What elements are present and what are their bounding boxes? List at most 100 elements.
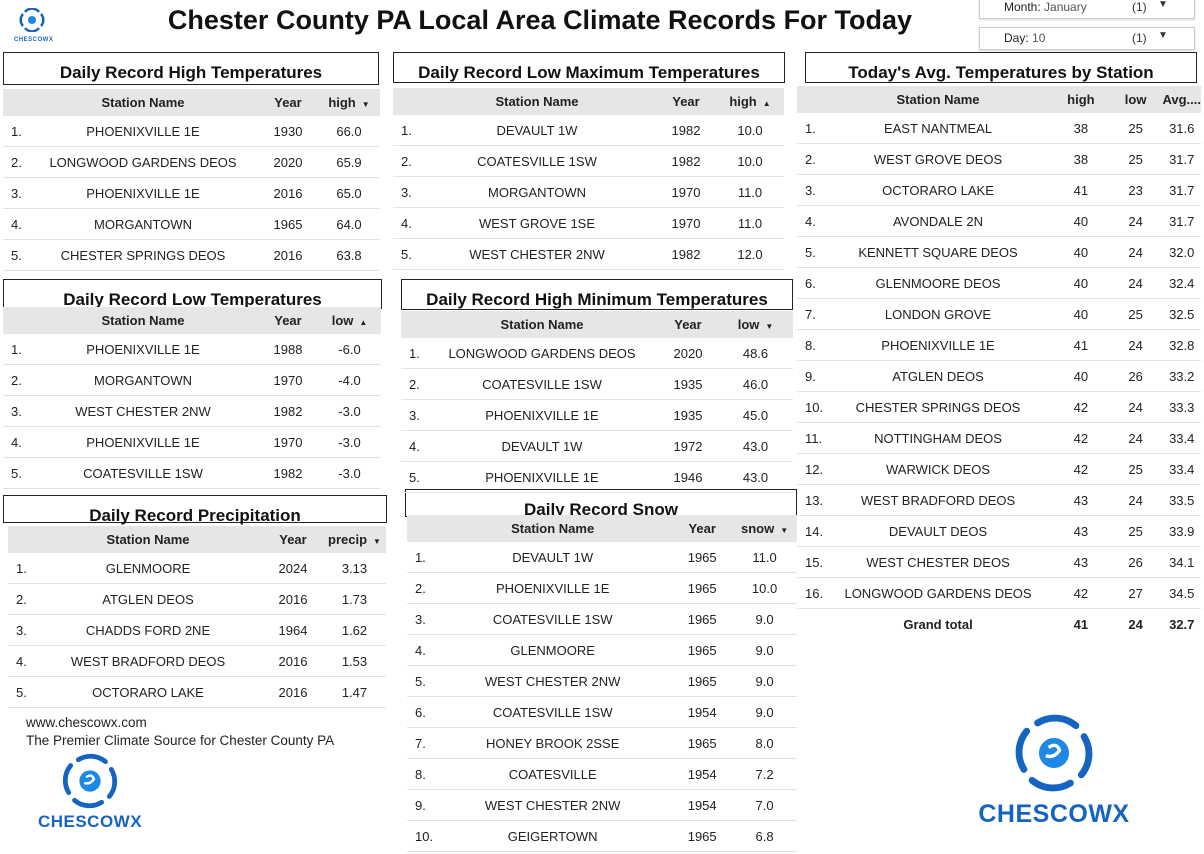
cell-high: 40 xyxy=(1052,298,1109,330)
column-header[interactable]: snow ▼ xyxy=(732,515,797,542)
cell-val: 12.0 xyxy=(716,238,784,270)
cell-val: 11.0 xyxy=(732,542,797,573)
column-header[interactable]: Station Name xyxy=(28,89,258,116)
cell-year: 2016 xyxy=(263,676,323,708)
total-avg: 32.7 xyxy=(1169,616,1195,632)
day-filter[interactable]: Day: 10 (1) ▼ xyxy=(979,27,1195,50)
high-min-table: Station Name Year low ▼ 1. LONGWOOD GARDENS D… xyxy=(401,311,793,493)
cell-val: 9.0 xyxy=(732,696,797,728)
column-header[interactable]: low ▼ xyxy=(718,311,793,338)
cell-n: 3. xyxy=(407,603,434,635)
column-header[interactable]: Station Name xyxy=(426,311,658,338)
low-temps-table: Station Name Year low ▲ 1. PHOENIXVILLE 1E 198… xyxy=(3,307,381,489)
cell-low: 24 xyxy=(1108,236,1163,268)
cell-station: COATESVILLE 1SW xyxy=(418,145,656,177)
cell-low: 26 xyxy=(1108,360,1163,392)
header-row: Station Name high low Avg.... xyxy=(797,86,1201,113)
cell-station: OCTORARO LAKE xyxy=(33,676,263,708)
cell-station: WEST CHESTER DEOS xyxy=(823,546,1053,578)
cell-station: HONEY BROOK 2SSE xyxy=(433,727,673,759)
cell-year: 2020 xyxy=(658,338,718,369)
table-row: 8. COATESVILLE 1954 7.2 xyxy=(407,758,797,790)
cell-high: 40 xyxy=(1052,205,1109,237)
cell-high: 43 xyxy=(1052,484,1109,516)
day-filter-label: Day: xyxy=(1004,31,1029,45)
cell-high: 41 xyxy=(1052,329,1109,361)
cell-year: 2016 xyxy=(263,645,323,677)
table-row: 5. WEST CHESTER 2NW 1965 9.0 xyxy=(407,665,797,697)
table-row: 8. PHOENIXVILLE 1E 41 24 32.8 xyxy=(797,329,1201,361)
table-row: 1. LONGWOOD GARDENS DEOS 2020 48.6 xyxy=(401,338,793,369)
cell-year: 2024 xyxy=(263,553,323,584)
cell-n: 5. xyxy=(3,457,28,489)
cell-high: 42 xyxy=(1052,422,1109,454)
cell-n: 5. xyxy=(393,238,418,270)
sort-desc-icon: ▼ xyxy=(361,100,370,109)
chevron-down-icon: ▼ xyxy=(1158,30,1168,41)
site-url[interactable]: www.chescowx.com xyxy=(26,715,147,730)
cyclone-icon xyxy=(62,753,118,809)
column-header[interactable]: Year xyxy=(258,89,318,116)
cyclone-icon xyxy=(1015,714,1093,792)
column-header[interactable]: Year xyxy=(672,515,733,542)
cell-station: NOTTINGHAM DEOS xyxy=(823,422,1053,454)
table-row: 5. COATESVILLE 1SW 1982 -3.0 xyxy=(3,457,381,489)
cell-low: 24 xyxy=(1108,484,1163,516)
table-row: 6. COATESVILLE 1SW 1954 9.0 xyxy=(407,696,797,728)
sort-desc-icon: ▼ xyxy=(780,526,789,535)
cell-station: PHOENIXVILLE 1E xyxy=(28,334,258,365)
right-logo-text: CHESCOWX xyxy=(978,800,1130,828)
cell-station: GLENMOORE xyxy=(33,553,263,584)
cell-val: 45.0 xyxy=(718,399,793,431)
cell-val: 3.13 xyxy=(323,553,386,584)
cell-station: PHOENIXVILLE 1E xyxy=(433,572,673,604)
column-header[interactable]: Year xyxy=(658,311,718,338)
cell-val: 1.73 xyxy=(323,583,386,615)
table-row: 16. LONGWOOD GARDENS DEOS 42 27 34.5 xyxy=(797,577,1201,609)
column-header[interactable]: precip ▼ xyxy=(323,526,386,553)
table-row: 3. COATESVILLE 1SW 1965 9.0 xyxy=(407,603,797,635)
cell-high: 41 xyxy=(1052,174,1109,206)
column-header[interactable]: Station Name xyxy=(33,526,263,553)
cell-n: 2. xyxy=(3,146,28,178)
cell-n: 5. xyxy=(8,676,33,708)
column-header[interactable]: high ▲ xyxy=(716,88,784,115)
table-row: 3. MORGANTOWN 1970 11.0 xyxy=(393,176,784,208)
table-row: 13. WEST BRADFORD DEOS 43 24 33.5 xyxy=(797,484,1201,516)
cell-low: 24 xyxy=(1108,329,1163,361)
column-header[interactable]: high ▼ xyxy=(318,89,380,116)
cell-val: 10.0 xyxy=(716,145,784,177)
snow-table: Station Name Year snow ▼ 1. DEVAULT 1W 1965 11.… xyxy=(407,515,797,852)
low-max-table: Station Name Year high ▲ 1. DEVAULT 1W 1982 10.… xyxy=(393,88,784,270)
column-header[interactable]: low xyxy=(1108,86,1163,113)
avg-temps-heading: Today's Avg. Temperatures by Station xyxy=(805,52,1197,83)
column-header[interactable]: Year xyxy=(656,88,716,115)
column-header[interactable]: Station Name xyxy=(28,307,258,334)
column-header[interactable]: Year xyxy=(258,307,318,334)
month-filter-count: (1) xyxy=(1132,0,1147,14)
month-filter-label: Month: xyxy=(1004,0,1041,14)
column-header[interactable]: Station Name xyxy=(418,88,656,115)
month-filter[interactable]: Month: January (1) ▼ xyxy=(979,0,1195,19)
table-row: 10. CHESTER SPRINGS DEOS 42 24 33.3 xyxy=(797,391,1201,423)
cell-station: PHOENIXVILLE 1E xyxy=(426,399,658,431)
table-row: 2. MORGANTOWN 1970 -4.0 xyxy=(3,364,381,396)
column-header[interactable]: Station Name xyxy=(823,86,1053,113)
column-header[interactable]: Year xyxy=(263,526,323,553)
table-row: 1. DEVAULT 1W 1965 11.0 xyxy=(407,542,797,573)
table-row: 4. GLENMOORE 1965 9.0 xyxy=(407,634,797,666)
cell-station: ATGLEN DEOS xyxy=(33,583,263,615)
cell-low: 26 xyxy=(1108,546,1163,578)
cell-avg: 32.4 xyxy=(1162,267,1201,299)
cell-station: GLENMOORE xyxy=(433,634,673,666)
column-header[interactable]: Avg.... xyxy=(1162,86,1201,113)
day-filter-value: 10 xyxy=(1032,31,1046,45)
column-header[interactable]: low ▲ xyxy=(318,307,381,334)
column-header[interactable]: Station Name xyxy=(433,515,673,542)
cell-year: 1965 xyxy=(672,603,733,635)
low-temps-heading: Daily Record Low Temperatures xyxy=(3,279,382,309)
column-header[interactable]: high xyxy=(1052,86,1109,113)
table-row: 2. COATESVILLE 1SW 1935 46.0 xyxy=(401,368,793,400)
cell-n: 10. xyxy=(797,391,824,423)
header-row: Station Name Year low ▲ xyxy=(3,307,381,334)
